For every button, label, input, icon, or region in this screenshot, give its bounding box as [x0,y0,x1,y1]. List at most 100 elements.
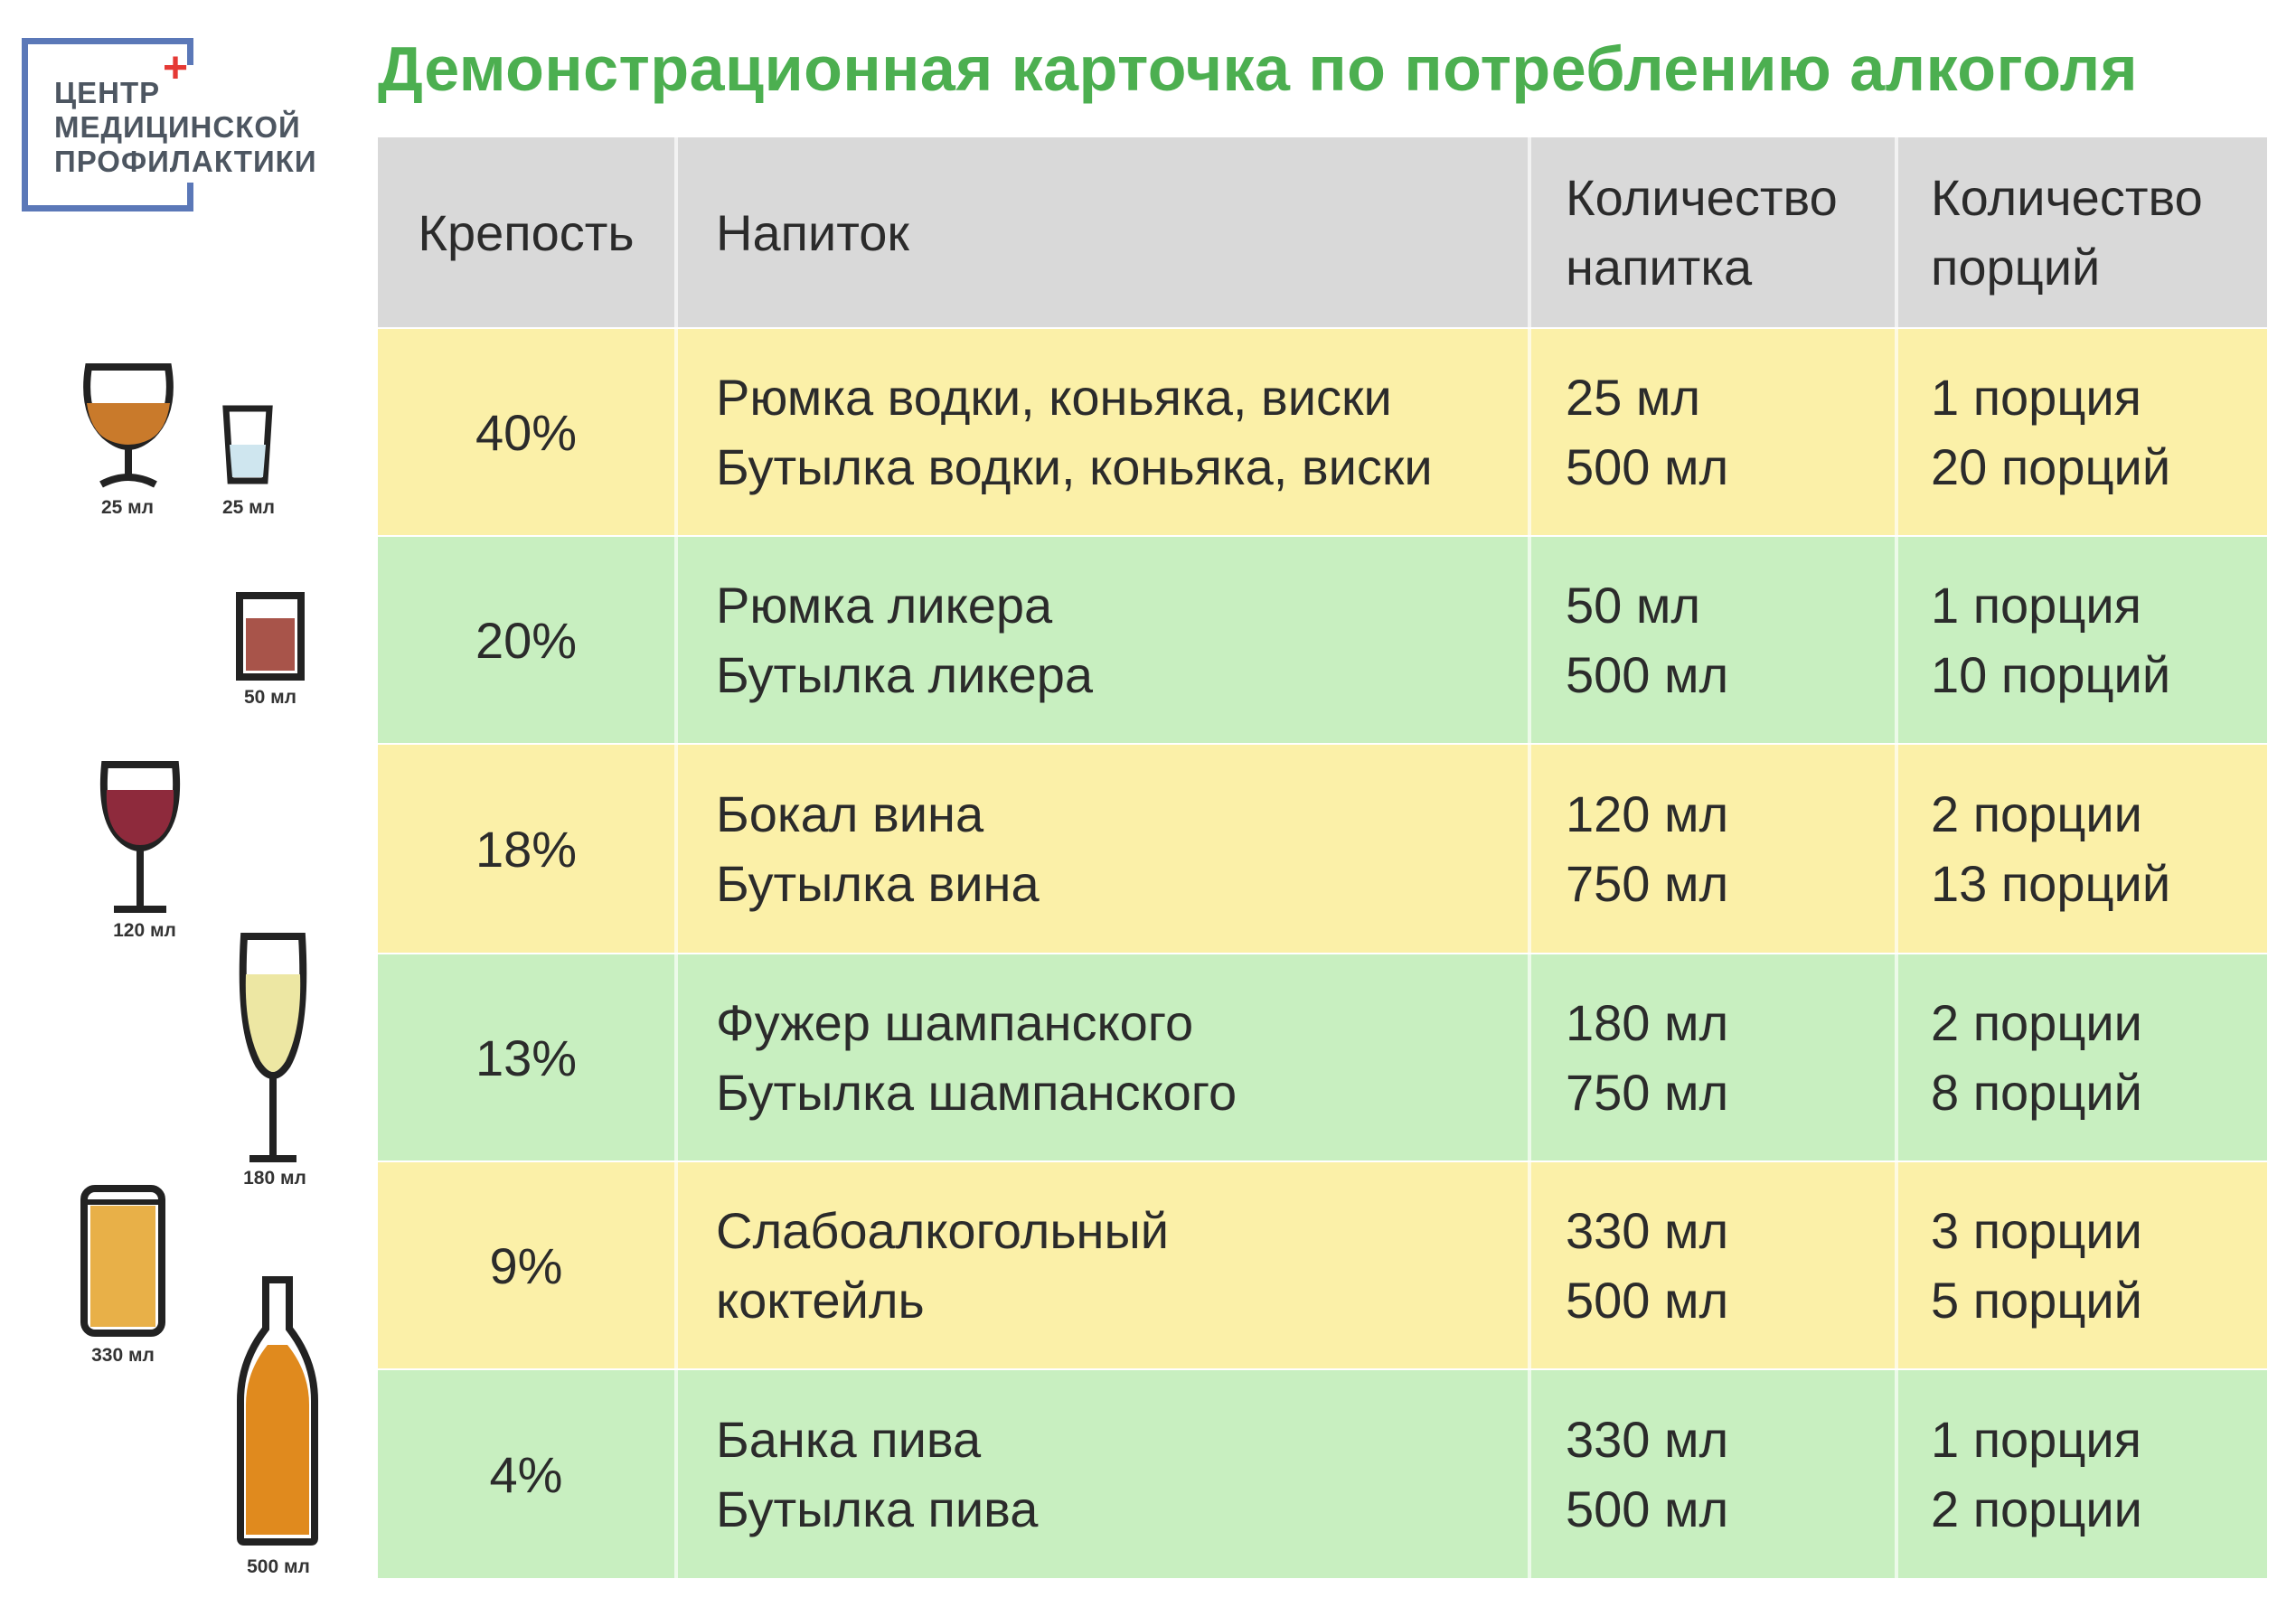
portions-value: 10 порций [1931,646,2171,703]
drink-name: Слабоалкогольный [716,1202,1169,1259]
amount-value: 500 мл [1566,438,1729,495]
column-divider [1895,137,1898,327]
strength-value: 40% [475,403,578,461]
header-amount-line2: напитка [1566,239,1753,296]
champagne-flute-icon [239,933,307,1162]
bottle-volume: 500 мл [247,1556,310,1577]
column-divider [674,537,678,743]
logo-frame-bottom [22,205,193,211]
brandy-glass-icon [83,363,174,488]
portions-cell: 1 порция 20 порций [1898,329,2267,535]
header-strength-label: Крепость [418,203,635,261]
column-divider [674,954,678,1161]
header-portions-line1: Количество [1931,169,2203,226]
column-divider [1528,1162,1531,1368]
amount-value: 500 мл [1566,646,1729,703]
logo-frame-right-bottom [187,183,193,211]
portions-value: 1 порция [1931,577,2141,634]
shot-volume: 25 мл [221,497,276,518]
portions-cell: 1 порция 10 порций [1898,537,2267,743]
drink-name: Рюмка ликера [716,577,1053,634]
drink-name: коктейль [716,1272,925,1329]
portions-value: 13 порций [1931,855,2171,912]
page-title: Демонстрационная карточка по потреблению… [378,33,2139,104]
table-header: Крепость Напиток Количество напитка Коли… [378,137,2267,327]
strength-value: 9% [489,1236,563,1294]
column-divider [1895,537,1898,743]
amount-cell: 50 мл 500 мл [1531,537,1895,743]
drink-name: Рюмка водки, коньяка, виски [716,369,1392,426]
amount-value: 330 мл [1566,1411,1729,1468]
strength-cell: 18% [378,745,674,953]
shot-glass-icon [222,405,273,484]
strength-cell: 13% [378,954,674,1161]
strength-value: 20% [475,611,578,669]
header-drink-label: Напиток [716,203,909,261]
column-divider [1528,745,1531,953]
beer-bottle-icon [237,1276,318,1546]
drink-cell: Фужер шампанского Бутылка шампанского [678,954,1528,1161]
champagne-volume: 180 мл [243,1168,306,1189]
column-divider [1528,954,1531,1161]
column-divider [1528,137,1531,327]
table-row: 18% Бокал вина Бутылка вина 120 мл 750 м… [378,745,2267,953]
header-amount: Количество напитка [1531,137,1895,327]
liqueur-glass-icon [236,592,305,681]
logo: + ЦЕНТР МЕДИЦИНСКОЙ ПРОФИЛАКТИКИ [22,38,320,211]
strength-cell: 4% [378,1370,674,1578]
amount-value: 500 мл [1566,1480,1729,1537]
portions-value: 5 порций [1931,1272,2142,1329]
column-divider [1895,1162,1898,1368]
drink-name: Фужер шампанского [716,994,1194,1051]
column-divider [1528,537,1531,743]
portions-cell: 1 порция 2 порции [1898,1370,2267,1578]
drink-cell: Бокал вина Бутылка вина [678,745,1528,953]
portions-cell: 2 порции 13 порций [1898,745,2267,953]
table-row: 40% Рюмка водки, коньяка, виски Бутылка … [378,329,2267,535]
wine-glass-icon [99,761,181,913]
strength-cell: 9% [378,1162,674,1368]
amount-cell: 330 мл 500 мл [1531,1162,1895,1368]
strength-value: 13% [475,1029,578,1086]
drink-name: Бутылка шампанского [716,1064,1237,1121]
drink-name: Бутылка вина [716,855,1040,912]
strength-value: 4% [489,1445,563,1503]
amount-value: 180 мл [1566,994,1729,1051]
header-drink: Напиток [678,137,1528,327]
can-volume: 330 мл [91,1345,155,1366]
strength-cell: 40% [378,329,674,535]
header-portions: Количество порций [1898,137,2267,327]
amount-value: 120 мл [1566,785,1729,842]
drink-name: Банка пива [716,1411,982,1468]
strength-value: 18% [475,820,578,878]
strength-cell: 20% [378,537,674,743]
portions-value: 2 порции [1931,785,2142,842]
column-divider [1528,329,1531,535]
header-portions-line2: порций [1931,239,2101,296]
portions-value: 3 порции [1931,1202,2142,1259]
column-divider [1895,1370,1898,1578]
column-divider [674,1370,678,1578]
portions-value: 1 порция [1931,1411,2141,1468]
portions-value: 2 порции [1931,1480,2142,1537]
portions-value: 20 порций [1931,438,2171,495]
portions-cell: 3 порции 5 порций [1898,1162,2267,1368]
medical-cross-icon: + [162,44,189,92]
table-row: 20% Рюмка ликера Бутылка ликера 50 мл 50… [378,537,2267,743]
logo-frame-top [22,38,193,44]
wine-volume: 120 мл [113,920,176,941]
amount-value: 500 мл [1566,1272,1729,1329]
column-divider [1528,1370,1531,1578]
portions-cell: 2 порции 8 порций [1898,954,2267,1161]
amount-value: 330 мл [1566,1202,1729,1259]
logo-line-2: МЕДИЦИНСКОЙ [54,110,301,144]
column-divider [1895,329,1898,535]
table-row: 13% Фужер шампанского Бутылка шампанског… [378,954,2267,1161]
drink-name: Бутылка пива [716,1480,1039,1537]
column-divider [674,329,678,535]
logo-frame [22,38,28,211]
table-row: 9% Слабоалкогольный коктейль 330 мл 500 … [378,1162,2267,1368]
amount-value: 25 мл [1566,369,1701,426]
column-divider [1895,745,1898,953]
header-amount-line1: Количество [1566,169,1838,226]
